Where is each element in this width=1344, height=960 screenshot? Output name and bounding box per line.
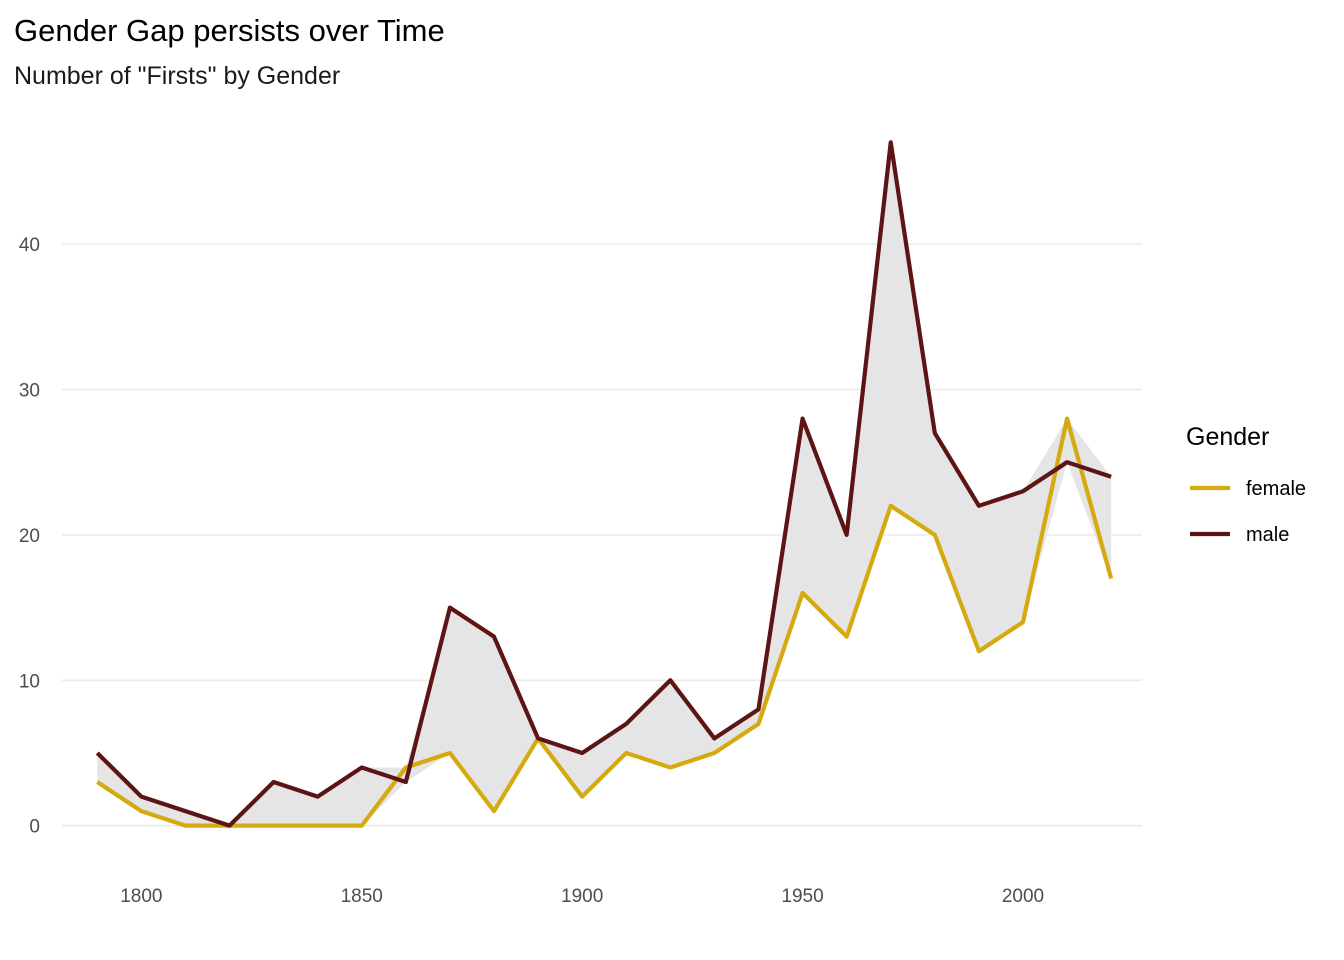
series-line-female — [96, 416, 1114, 828]
gridlines — [62, 243, 1142, 827]
chart-subtitle: Number of "Firsts" by Gender — [14, 62, 340, 90]
y-tick-label-20: 20 — [19, 526, 40, 547]
x-tick-label-2000: 2000 — [1002, 886, 1044, 907]
y-tick-label-30: 30 — [19, 381, 40, 402]
y-tick-label-40: 40 — [19, 235, 40, 256]
legend-items: female male — [1190, 478, 1306, 546]
legend-title: Gender — [1186, 423, 1269, 451]
x-tick-label-1850: 1850 — [341, 886, 383, 907]
legend-label-male: male — [1246, 524, 1289, 546]
x-tick-label-1800: 1800 — [120, 886, 162, 907]
series-line-male — [95, 140, 1112, 828]
x-tick-label-1950: 1950 — [781, 886, 823, 907]
legend-label-female: female — [1246, 478, 1306, 500]
chart-title: Gender Gap persists over Time — [14, 13, 445, 48]
y-tick-label-10: 10 — [19, 671, 40, 692]
series-layer — [95, 140, 1114, 828]
y-axis-ticks: 0 10 20 30 40 — [19, 235, 40, 838]
y-tick-label-0: 0 — [29, 817, 40, 838]
x-tick-label-1900: 1900 — [561, 886, 603, 907]
legend: Gender female male — [1186, 423, 1306, 546]
x-axis-ticks: 1800 1850 1900 1950 2000 — [120, 886, 1044, 907]
gap-ribbon — [97, 142, 1112, 826]
gap-ribbon-layer — [97, 142, 1112, 826]
